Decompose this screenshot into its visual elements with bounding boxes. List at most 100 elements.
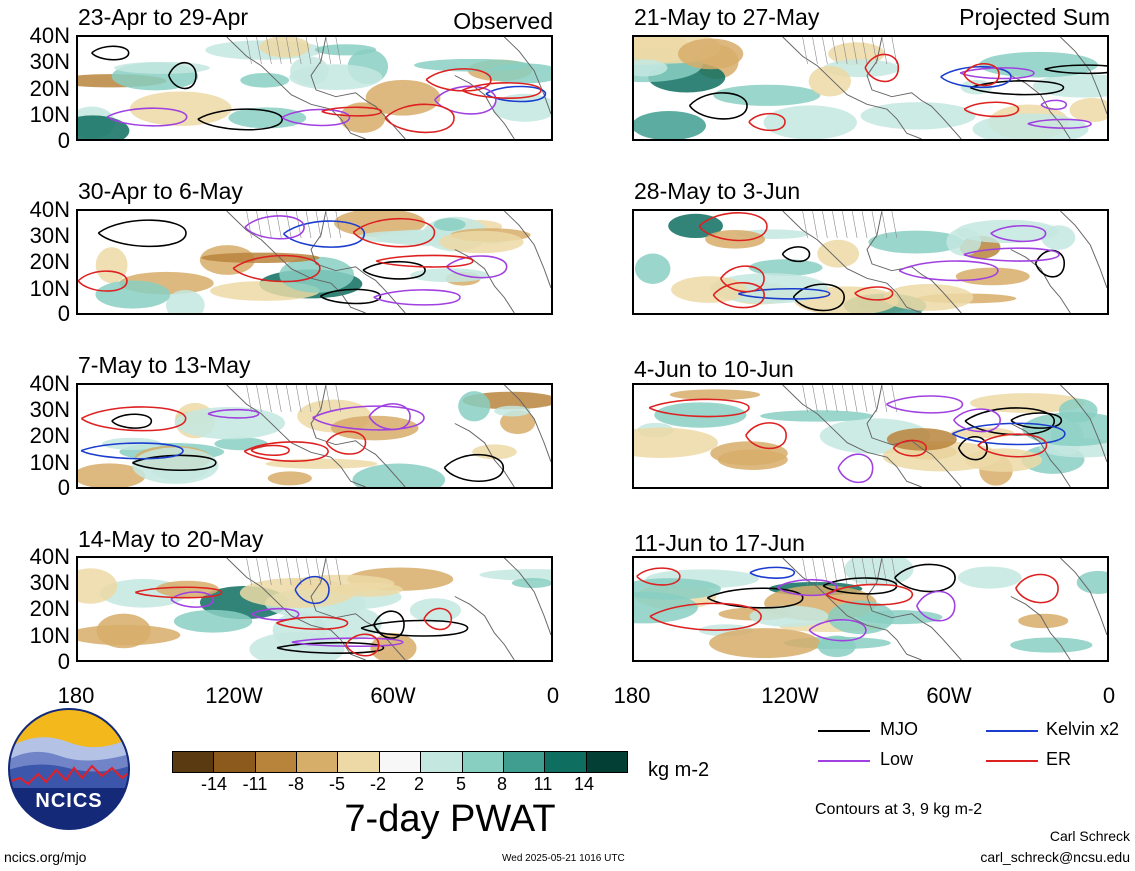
contour-line [963, 247, 1060, 262]
x-tick: 0 [546, 683, 560, 708]
pwat-anomaly-shade [955, 219, 1059, 244]
contour-line [706, 587, 804, 609]
state-border [861, 211, 868, 238]
y-tick: 30N [29, 49, 70, 74]
contour-line [282, 220, 366, 248]
map-panel [632, 209, 1109, 315]
state-border [891, 558, 898, 585]
pwat-anomaly-shade [868, 230, 964, 254]
contour-line [276, 616, 349, 630]
pwat-anomaly-shade [228, 107, 307, 129]
contour-line [281, 108, 351, 127]
state-border [812, 558, 818, 585]
x-tick: 0 [1102, 683, 1116, 708]
pwat-anomaly-shade [705, 229, 766, 249]
state-border [891, 385, 898, 412]
map-svg [78, 558, 551, 660]
contour-line [325, 430, 367, 455]
footer-timestamp: Wed 2025-05-21 1016 UTC [502, 853, 625, 864]
pwat-anomaly-shade [95, 280, 171, 309]
state-border [256, 558, 262, 585]
state-border [295, 37, 302, 64]
map-svg [78, 385, 551, 487]
contour-line [243, 441, 329, 462]
state-border [325, 385, 332, 412]
pwat-anomaly-shade [1032, 74, 1107, 98]
contour-line [321, 106, 383, 117]
y-tick: 10N [29, 450, 70, 475]
contour-line [951, 422, 1066, 446]
state-border [812, 385, 818, 412]
map-panel [632, 35, 1109, 141]
state-border [861, 385, 868, 412]
contour-line [80, 406, 187, 432]
pwat-anomaly-shade [410, 268, 489, 283]
footer-url[interactable]: ncics.org/mjo [4, 849, 87, 865]
state-border [276, 37, 282, 64]
legend-swatch-mjo [818, 730, 870, 732]
map-svg [634, 37, 1107, 139]
ncics-logo-graphic [8, 708, 130, 830]
coastline [226, 385, 551, 487]
contour-line [485, 85, 547, 103]
state-border [315, 211, 322, 238]
contour-line [885, 395, 964, 414]
state-border [881, 37, 888, 64]
pwat-anomaly-shade [860, 102, 976, 130]
legend-swatch-low [818, 760, 870, 762]
pwat-anomaly-shade [438, 230, 524, 254]
state-border [266, 385, 272, 412]
pwat-anomaly-shade [678, 38, 744, 70]
legend-label-kelvin: Kelvin x2 [1046, 719, 1120, 739]
legend-swatch-kelvin [986, 730, 1038, 732]
pwat-anomaly-shade [748, 259, 823, 276]
contour-line [892, 439, 928, 457]
map-svg [78, 211, 551, 313]
contour-line [854, 286, 894, 301]
contour-line [375, 254, 474, 268]
state-border [871, 211, 878, 238]
contour-line [636, 567, 681, 586]
pwat-anomaly-shade [1069, 97, 1107, 123]
contour-line [959, 67, 1035, 80]
pwat-anomaly-shade [259, 37, 311, 58]
contour-line [915, 590, 956, 622]
contour-line [1034, 249, 1066, 278]
pwat-anomaly-shade [827, 600, 895, 635]
colorbar-tick: 8 [496, 774, 507, 794]
state-border [335, 558, 342, 585]
footer-email[interactable]: carl_schreck@ncsu.edu [980, 849, 1130, 865]
legend-swatch-er [986, 760, 1038, 762]
pwat-anomaly-shade [763, 105, 857, 139]
pwat-anomaly-shade [634, 111, 706, 139]
y-tick: 10N [29, 102, 70, 127]
state-border [256, 37, 262, 64]
state-border [246, 37, 252, 64]
state-border [315, 558, 322, 585]
pwat-anomaly-shade [883, 284, 974, 311]
contour-line [963, 101, 1020, 118]
contour-line [373, 289, 461, 306]
pwat-anomaly-shade [101, 437, 162, 450]
state-border [305, 211, 312, 238]
contour-line [749, 566, 796, 579]
colorbar-swatch [545, 752, 587, 772]
colorbar-swatch [503, 752, 546, 772]
pwat-anomaly-shade [78, 463, 146, 487]
contour-line [953, 408, 1001, 433]
contour-line [748, 112, 786, 132]
panel-title-2: 21-May to 27-May [634, 4, 820, 30]
panel-title-1: 23-Apr to 29-Apr [78, 4, 249, 30]
pwat-anomaly-shade [634, 253, 671, 284]
pwat-anomaly-shade [165, 290, 205, 313]
contour-line [360, 619, 469, 637]
contour-line [106, 107, 188, 127]
state-border [295, 558, 302, 585]
y-tick: 0 [57, 649, 70, 674]
state-border [822, 211, 828, 238]
state-border [305, 37, 312, 64]
contour-line [461, 82, 542, 99]
state-border [851, 211, 858, 238]
state-border [285, 37, 292, 64]
pwat-anomaly-shade [132, 447, 219, 484]
